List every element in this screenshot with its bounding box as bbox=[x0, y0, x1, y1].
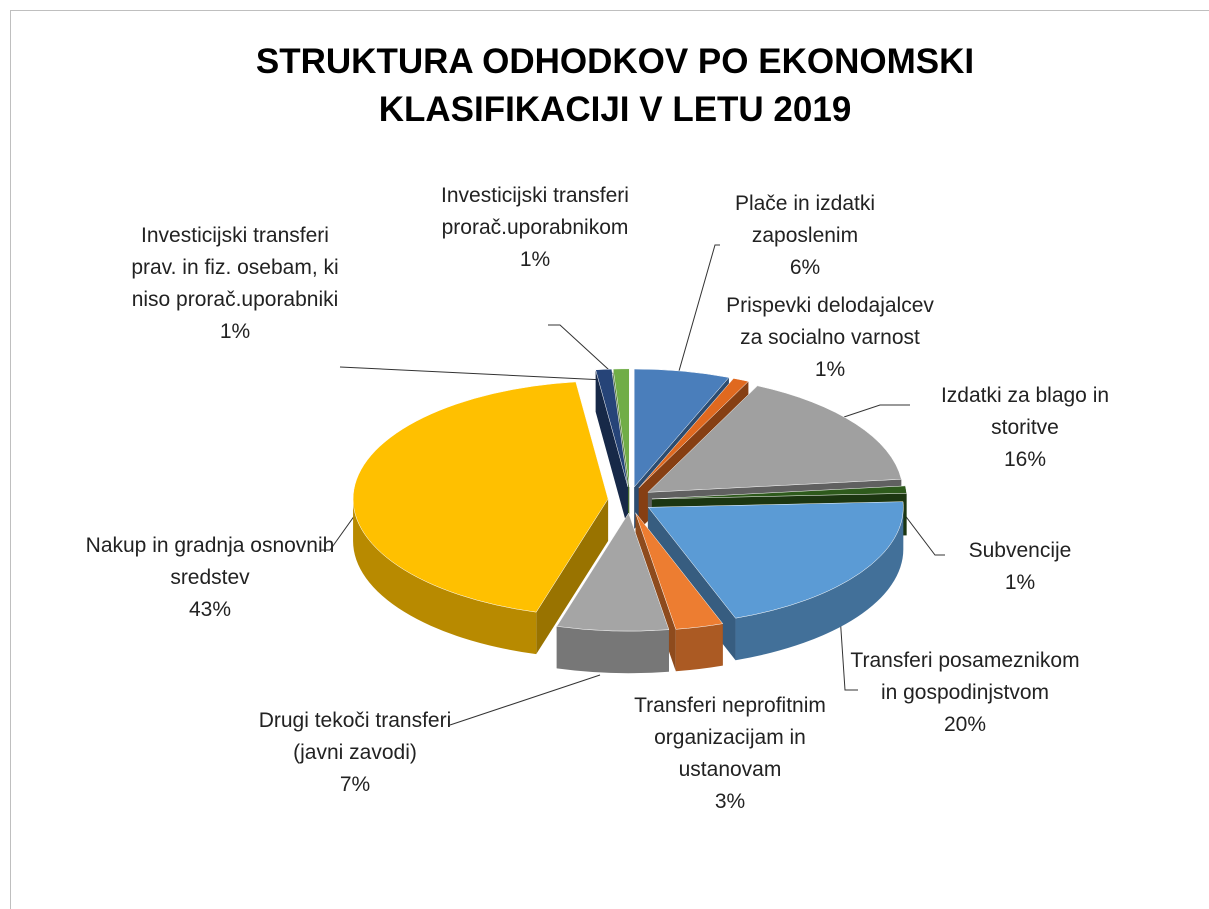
slice bbox=[635, 512, 724, 630]
leader-line bbox=[839, 614, 858, 691]
slice bbox=[633, 368, 730, 488]
slice-group bbox=[352, 381, 609, 655]
category-label: Plače in izdatki zaposlenim bbox=[734, 192, 876, 247]
data-label: Transferi posameznikom in gospodinjstvom… bbox=[850, 645, 1080, 741]
slice bbox=[352, 381, 609, 613]
leader-line bbox=[674, 244, 720, 386]
frame bbox=[10, 10, 1209, 909]
slice-side bbox=[556, 626, 669, 674]
slice bbox=[638, 378, 749, 489]
data-label: Nakup in gradnja osnovnih sredstev 43% bbox=[80, 530, 340, 626]
category-label: Transferi neprofitnim organizacijam in u… bbox=[634, 694, 826, 781]
data-label: Izdatki za blago in storitve 16% bbox=[905, 380, 1145, 476]
data-label: Prispevki delodajalcev za socialno varno… bbox=[725, 290, 935, 386]
category-label: Investicijski transferi prorač.uporabnik… bbox=[441, 184, 629, 239]
category-label: Investicijski transferi prav. in fiz. os… bbox=[131, 224, 339, 311]
leader-line bbox=[548, 324, 621, 381]
value-label: 7% bbox=[339, 773, 371, 796]
value-label: 1% bbox=[814, 358, 846, 381]
slice-side bbox=[353, 498, 537, 655]
slice bbox=[647, 501, 904, 619]
value-label: 16% bbox=[1003, 448, 1047, 471]
slice bbox=[651, 485, 907, 500]
data-label: Transferi neprofitnim organizacijam in u… bbox=[630, 690, 830, 818]
category-label: Drugi tekoči transferi (javni zavodi) bbox=[258, 709, 452, 764]
slice-group bbox=[595, 368, 629, 529]
slice-side bbox=[735, 507, 904, 661]
category-label: Transferi posameznikom in gospodinjstvom bbox=[850, 649, 1080, 704]
pie bbox=[352, 368, 907, 674]
data-label: Drugi tekoči transferi (javni zavodi) 7% bbox=[255, 705, 455, 801]
value-label: 3% bbox=[714, 790, 746, 813]
category-label: Prispevki delodajalcev za socialno varno… bbox=[726, 294, 934, 349]
slice-side bbox=[595, 369, 628, 529]
slice-side bbox=[675, 623, 723, 672]
slice bbox=[647, 385, 902, 493]
slice-side bbox=[536, 498, 609, 655]
slice bbox=[556, 512, 670, 632]
value-label: 1% bbox=[1004, 571, 1036, 594]
value-label: 1% bbox=[519, 248, 551, 271]
value-label: 43% bbox=[188, 598, 232, 621]
data-label: Subvencije 1% bbox=[945, 535, 1095, 599]
data-label: Investicijski transferi prav. in fiz. os… bbox=[125, 220, 345, 348]
data-label: Plače in izdatki zaposlenim 6% bbox=[705, 188, 905, 284]
value-label: 1% bbox=[219, 320, 251, 343]
category-label: Subvencije bbox=[968, 539, 1072, 562]
slice-group bbox=[556, 512, 670, 674]
data-label: Investicijski transferi prorač.uporabnik… bbox=[420, 180, 650, 276]
leader-line bbox=[449, 674, 601, 726]
chart-title: STRUKTURA ODHODKOV PO EKONOMSKI KLASIFIK… bbox=[255, 42, 975, 129]
category-label: Nakup in gradnja osnovnih sredstev bbox=[85, 534, 335, 589]
leader-line bbox=[339, 366, 606, 381]
value-label: 6% bbox=[789, 256, 821, 279]
slice bbox=[612, 368, 630, 487]
slice bbox=[595, 368, 629, 487]
category-label: Izdatki za blago in storitve bbox=[940, 384, 1110, 439]
value-label: 20% bbox=[943, 713, 987, 736]
